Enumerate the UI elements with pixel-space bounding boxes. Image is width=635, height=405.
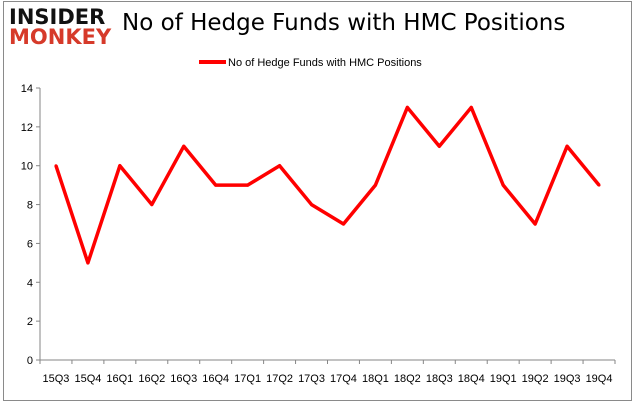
chart-title: No of Hedge Funds with HMC Positions (122, 10, 566, 36)
x-tick-label: 16Q2 (138, 373, 165, 385)
y-tick-label: 12 (21, 122, 33, 134)
x-tick-label: 18Q1 (362, 373, 389, 385)
x-tick-label: 17Q3 (298, 373, 325, 385)
x-tick-label: 18Q2 (394, 373, 421, 385)
y-tick-label: 8 (27, 200, 33, 212)
logo-line1: INSIDER (9, 5, 106, 29)
legend-label: No of Hedge Funds with HMC Positions (228, 57, 422, 69)
y-tick-label: 6 (27, 238, 33, 250)
x-tick-label: 16Q3 (170, 373, 197, 385)
data-point (373, 183, 377, 187)
series-line (54, 105, 601, 265)
x-tick-label: 17Q2 (266, 373, 293, 385)
x-tick-label: 18Q3 (426, 373, 453, 385)
x-tick-label: 19Q4 (586, 373, 613, 385)
data-point (501, 183, 505, 187)
insider-monkey-logo: INSIDER MONKEY (9, 5, 112, 49)
data-point (150, 203, 154, 207)
data-point (533, 222, 537, 226)
data-point (214, 183, 218, 187)
data-point (246, 183, 250, 187)
y-tick-label: 0 (27, 355, 33, 367)
data-point (86, 261, 90, 265)
data-point (278, 164, 282, 168)
x-tick-label: 15Q3 (43, 373, 70, 385)
data-point (597, 183, 601, 187)
x-tick-label: 19Q1 (490, 373, 517, 385)
y-tick-label: 14 (21, 83, 33, 95)
y-tick-label: 10 (21, 161, 33, 173)
logo-line2: MONKEY (9, 25, 112, 49)
x-tick-label: 19Q3 (554, 373, 581, 385)
data-point (565, 144, 569, 148)
x-tick-label: 16Q4 (202, 373, 229, 385)
legend: No of Hedge Funds with HMC Positions (199, 57, 422, 69)
data-point (310, 203, 314, 207)
data-point (182, 144, 186, 148)
data-point (469, 105, 473, 109)
data-point (437, 144, 441, 148)
x-tick-label: 16Q1 (106, 373, 133, 385)
data-point (118, 164, 122, 168)
x-tick-label: 19Q2 (522, 373, 549, 385)
chart-frame (3, 1, 632, 401)
y-tick-label: 2 (27, 316, 33, 328)
data-point (341, 222, 345, 226)
x-tick-label: 17Q1 (234, 373, 261, 385)
y-tick-label: 4 (27, 277, 33, 289)
x-tick-label: 15Q4 (74, 373, 101, 385)
x-tick-label: 18Q4 (458, 373, 485, 385)
x-tick-label: 17Q4 (330, 373, 357, 385)
data-point (54, 164, 58, 168)
data-point (405, 105, 409, 109)
